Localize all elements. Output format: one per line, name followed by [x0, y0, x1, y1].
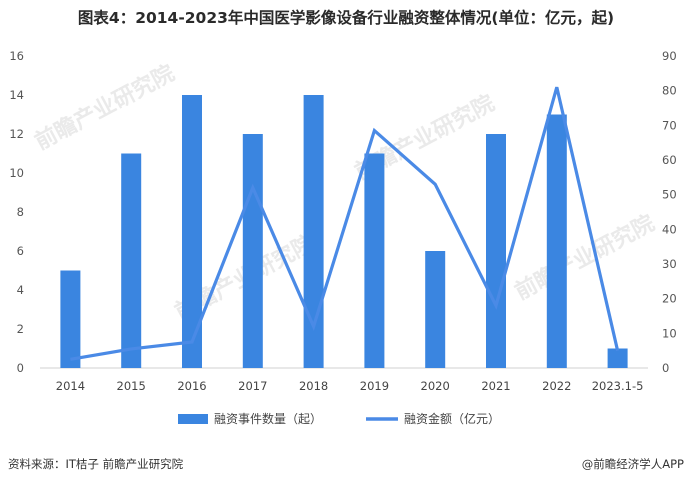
x-tick-label: 2014 — [56, 379, 85, 393]
brand-credit: @前瞻经济学人APP — [581, 457, 684, 471]
x-tick-label: 2016 — [177, 379, 206, 393]
right-tick-label: 0 — [662, 361, 669, 375]
left-tick-label: 8 — [17, 205, 24, 219]
x-axis-labels: 2014 2015 2016 2017 2018 2019 2020 2021 2022 2023… — [56, 379, 644, 393]
bar — [242, 134, 263, 368]
legend-label: 融资金额（亿元） — [404, 411, 500, 426]
source-note: 资料来源：IT桔子 前瞻产业研究院 — [8, 457, 184, 471]
left-tick-label: 16 — [9, 49, 24, 63]
bar — [546, 114, 567, 368]
left-tick-label: 12 — [9, 127, 24, 141]
right-tick-label: 40 — [662, 222, 677, 236]
bar — [486, 134, 506, 368]
watermark-text: 前瞻产业研究院 — [31, 60, 179, 155]
x-tick-label: 2019 — [360, 379, 389, 393]
right-tick-label: 60 — [662, 153, 677, 167]
legend-swatch-bar — [178, 414, 208, 424]
x-tick-label: 2021 — [481, 379, 510, 393]
right-tick-label: 30 — [662, 257, 677, 271]
bar — [121, 153, 142, 368]
chart-title: 图表4：2014-2023年中国医学影像设备行业融资整体情况(单位：亿元，起) — [77, 9, 615, 27]
left-axis: 0 2 4 6 8 10 12 14 16 — [9, 49, 24, 375]
left-tick-label: 2 — [17, 322, 24, 336]
bar — [364, 153, 385, 368]
right-tick-label: 50 — [662, 188, 677, 202]
x-tick-label: 2020 — [421, 379, 450, 393]
right-tick-label: 80 — [662, 84, 677, 98]
left-tick-label: 0 — [17, 361, 24, 375]
bar — [60, 270, 81, 368]
bar — [425, 251, 446, 368]
x-tick-label: 2017 — [238, 379, 267, 393]
x-tick-label: 2023.1-5 — [592, 379, 644, 393]
legend-label: 融资事件数量（起） — [214, 411, 322, 426]
right-axis: 0 10 20 30 40 50 60 70 80 90 — [662, 49, 677, 375]
right-tick-label: 20 — [662, 292, 677, 306]
bar-series — [60, 95, 628, 368]
left-tick-label: 4 — [17, 283, 24, 297]
bar — [607, 348, 628, 368]
watermark-text: 前瞻产业研究院 — [511, 210, 659, 305]
x-tick-label: 2015 — [117, 379, 146, 393]
x-tick-label: 2018 — [299, 379, 328, 393]
left-tick-label: 6 — [17, 244, 24, 258]
bar — [182, 95, 202, 368]
legend: 融资事件数量（起） 融资金额（亿元） — [178, 411, 500, 426]
right-tick-label: 70 — [662, 118, 677, 132]
left-tick-label: 10 — [9, 166, 24, 180]
series-line — [70, 86, 620, 361]
left-tick-label: 14 — [9, 88, 24, 102]
line-series — [70, 86, 620, 361]
bar — [303, 95, 324, 368]
right-tick-label: 90 — [662, 49, 677, 63]
right-tick-label: 10 — [662, 326, 677, 340]
x-tick-label: 2022 — [542, 379, 571, 393]
